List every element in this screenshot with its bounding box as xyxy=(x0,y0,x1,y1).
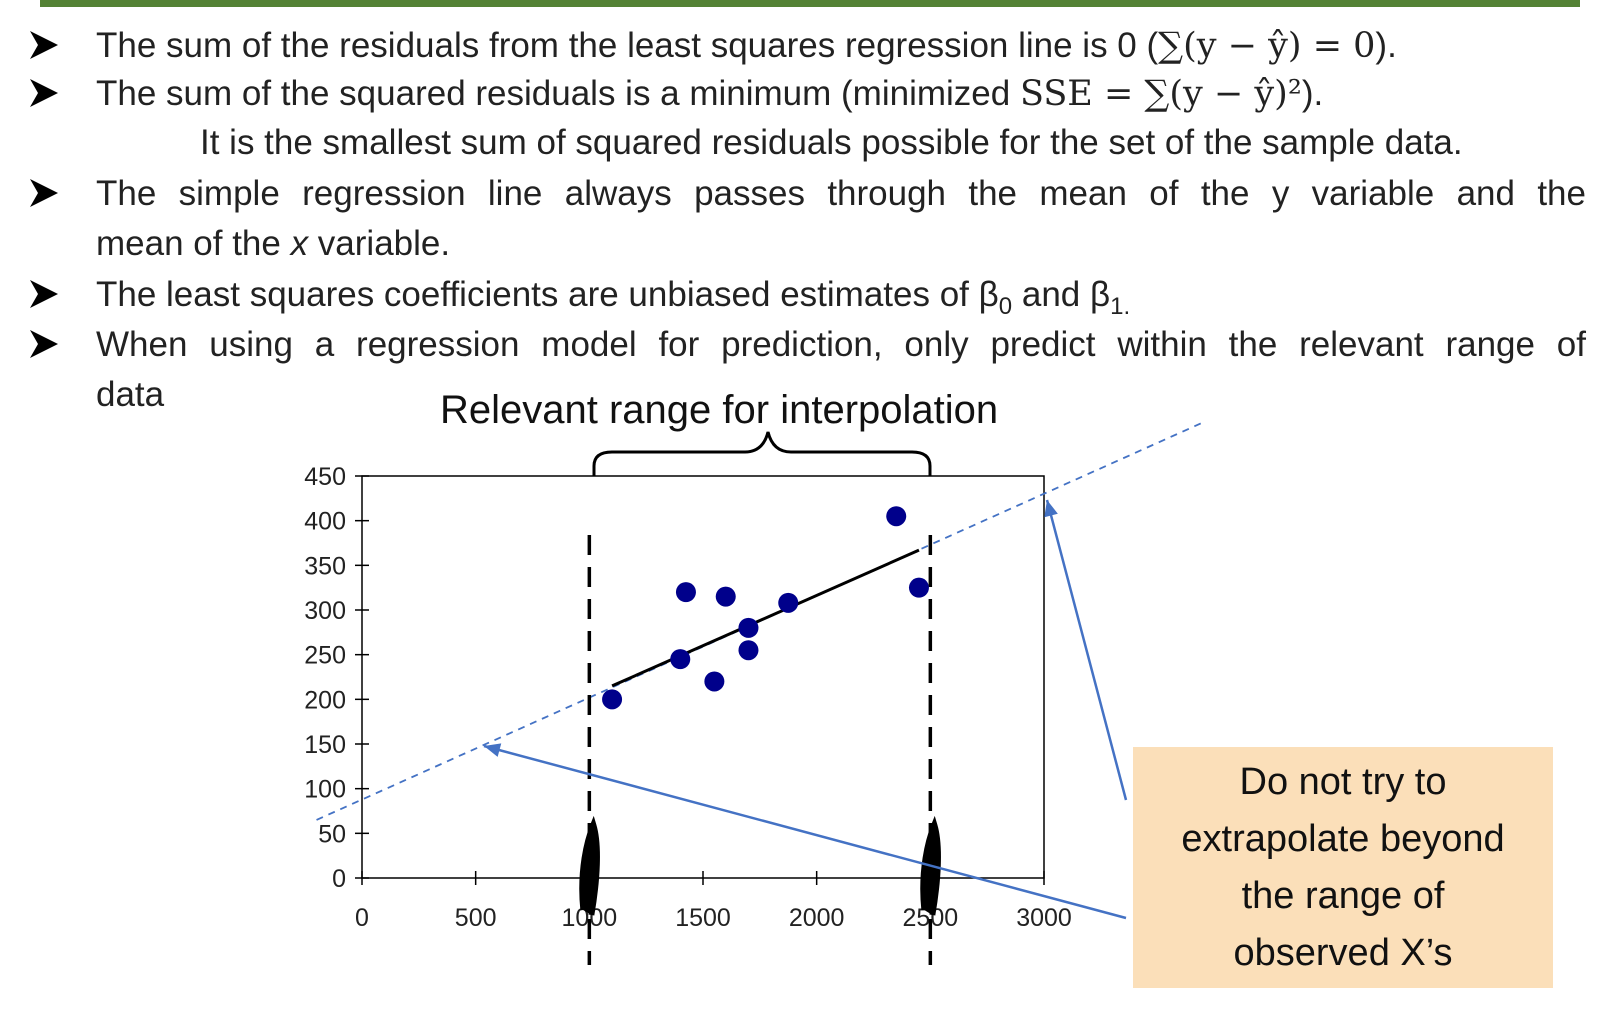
bullet-passes-through-mean-line2: mean of the x variable. xyxy=(96,222,450,266)
bullet-arrow-icon xyxy=(30,31,58,59)
subscript-1: 1. xyxy=(1110,293,1131,320)
data-point xyxy=(908,577,929,598)
y-tick-label: 400 xyxy=(304,508,346,536)
bullet-relevant-range-line2: data xyxy=(96,375,165,414)
lower-annotation-arrow-head xyxy=(484,743,502,757)
data-point xyxy=(778,592,799,613)
bullet-arrow-icon xyxy=(30,280,58,308)
data-point xyxy=(886,506,907,527)
bullet-arrow-icon xyxy=(30,179,58,207)
bullet-squared-residuals-continuation: It is the smallest sum of squared residu… xyxy=(200,123,1463,162)
data-point xyxy=(715,586,736,607)
extrapolation-callout: Do not try to extrapolate beyond the ran… xyxy=(1133,747,1553,988)
y-tick-label: 50 xyxy=(318,820,346,848)
upper-annotation-arrow-head xyxy=(1044,500,1058,518)
bullet-text: and β xyxy=(1012,275,1111,314)
callout-line: extrapolate beyond xyxy=(1181,817,1505,860)
x-tick-label: 0 xyxy=(355,904,369,932)
y-tick-label: 0 xyxy=(332,865,346,893)
upper-annotation-arrow xyxy=(1045,499,1128,801)
bullet-text-close: ). xyxy=(1301,74,1324,113)
chart-frame xyxy=(361,431,1045,879)
bullet-relevant-range-line1: When using a regression model for predic… xyxy=(96,325,1586,364)
regression-line xyxy=(611,548,920,688)
callout-line: observed X’s xyxy=(1233,931,1453,974)
bullet-unbiased-estimates: The least squares coefficients are unbia… xyxy=(96,273,1130,329)
bullet-text: The sum of the squared residuals is a mi… xyxy=(96,74,1020,113)
bullet-text-italic: x xyxy=(290,224,309,263)
y-tick-label: 250 xyxy=(304,642,346,670)
bullet-text: variable. xyxy=(308,224,451,263)
y-tick-label: 150 xyxy=(304,731,346,759)
range-marker-scribble xyxy=(579,815,600,916)
callout-line: Do not try to xyxy=(1239,760,1447,803)
lower-annotation-arrow xyxy=(483,744,1127,920)
y-tick-label: 300 xyxy=(304,597,346,625)
data-point xyxy=(738,640,759,661)
annotation-arrows xyxy=(483,499,1128,920)
data-point xyxy=(738,617,759,638)
y-tick-label: 350 xyxy=(304,552,346,580)
data-point xyxy=(602,689,623,710)
data-point xyxy=(704,671,725,692)
callout-line: the range of xyxy=(1241,874,1445,917)
bullet-residual-sum: The sum of the residuals from the least … xyxy=(96,24,1397,68)
bullet-arrow-icon xyxy=(30,79,58,107)
top-accent-bar xyxy=(40,0,1580,7)
data-points xyxy=(602,506,929,710)
bullet-text: The least squares coefficients are unbia… xyxy=(96,275,999,314)
bullet-arrow-icon xyxy=(30,330,58,358)
x-tick-label: 1500 xyxy=(675,904,731,932)
data-point xyxy=(675,582,696,603)
y-tick-label: 200 xyxy=(304,686,346,714)
y-tick-label: 100 xyxy=(304,776,346,804)
formula-sse: SSE = ∑(y − ŷ)² xyxy=(1019,74,1302,114)
x-tick-label: 2000 xyxy=(789,904,845,932)
x-tick-label: 500 xyxy=(455,904,497,932)
chart-lines xyxy=(316,421,1204,965)
bullet-squared-residuals: The sum of the squared residuals is a mi… xyxy=(96,72,1323,116)
data-point xyxy=(670,649,691,670)
bullet-text-close: ). xyxy=(1375,26,1397,65)
plot-area xyxy=(361,475,1045,879)
chart-title: Relevant range for interpolation xyxy=(440,388,999,432)
range-marker-scribble xyxy=(920,815,941,916)
y-tick-label: 450 xyxy=(304,463,346,491)
range-brace xyxy=(592,431,932,476)
bullet-text: mean of the xyxy=(96,224,291,263)
subscript-0: 0 xyxy=(998,293,1013,320)
bullet-passes-through-mean-line1: The simple regression line always passes… xyxy=(96,174,1586,213)
formula-residual-sum: ∑(y − ŷ) = 0 xyxy=(1158,26,1376,66)
bullet-text: The sum of the residuals from the least … xyxy=(96,26,1159,65)
x-tick-label: 3000 xyxy=(1016,904,1072,932)
